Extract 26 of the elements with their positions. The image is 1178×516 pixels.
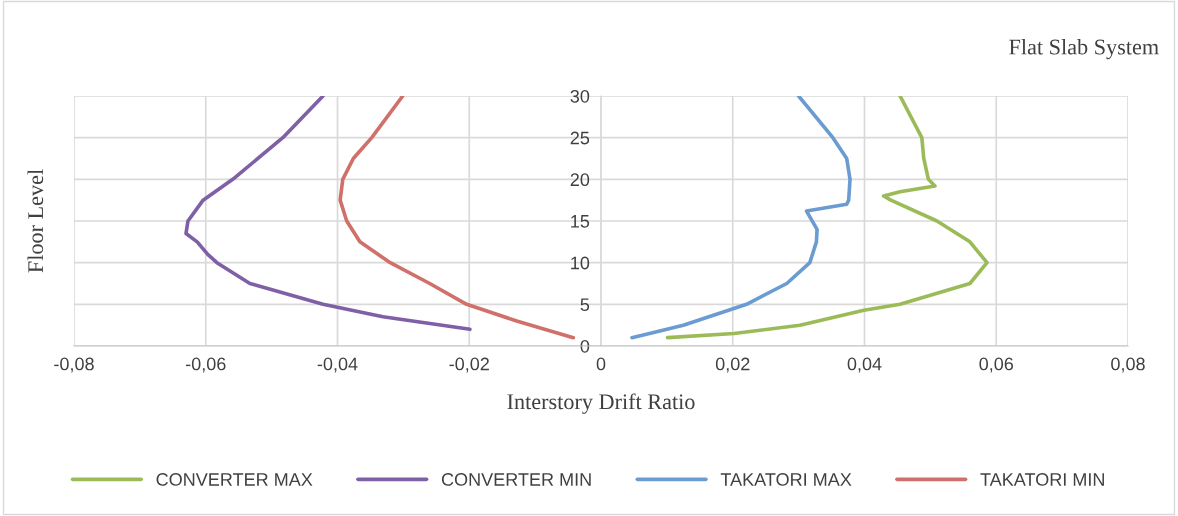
legend-label: TAKATORI MAX: [720, 473, 852, 486]
y-tick-label: 10: [571, 256, 590, 270]
x-tick-label: -0,06: [185, 357, 226, 373]
legend-label: CONVERTER MAX: [156, 473, 313, 486]
x-tick-label: -0,04: [317, 357, 358, 373]
y-tick-label: 0: [580, 339, 590, 353]
y-tick-label: 20: [570, 173, 590, 187]
line-series: [665, 96, 989, 340]
x-axis-title: Interstory Drift Ratio: [507, 393, 695, 414]
line-series: [630, 96, 852, 340]
y-tick-label: 30: [570, 89, 590, 103]
x-tick-label: 0,02: [715, 357, 750, 373]
line-series: [184, 96, 472, 332]
x-tick-label: 0: [596, 357, 606, 371]
x-tick-label: 0,06: [979, 357, 1014, 373]
legend-label: CONVERTER MIN: [441, 473, 591, 486]
x-tick-label: -0,08: [54, 357, 94, 373]
y-tick-label: 5: [580, 298, 590, 312]
x-tick-label: 0,04: [847, 357, 882, 373]
y-axis-title: Floor Level: [27, 169, 44, 273]
x-tick-label: -0,02: [449, 357, 489, 373]
legend-label: TAKATORI MIN: [980, 473, 1104, 486]
chart-title: Flat Slab System: [1009, 38, 1159, 60]
x-tick-label: 0,08: [1111, 357, 1145, 373]
y-tick-label: 25: [570, 131, 590, 145]
y-tick-label: 15: [571, 215, 590, 228]
